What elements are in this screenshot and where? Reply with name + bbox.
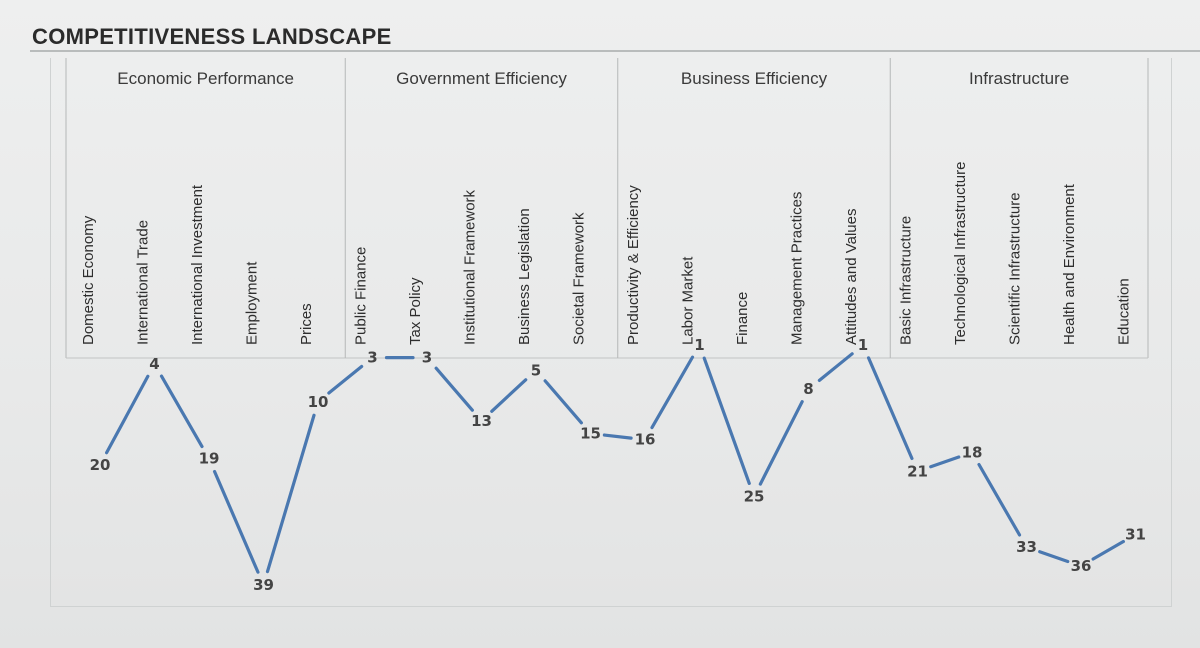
series-segment (159, 374, 204, 449)
chart-title: COMPETITIVENESS LANDSCAPE (32, 24, 392, 49)
series-segment (543, 379, 583, 425)
category-label: International Trade (135, 220, 152, 345)
category-label: Education (1116, 278, 1133, 345)
series-segment (1091, 539, 1125, 561)
data-point-label: 33 (1016, 538, 1037, 556)
series-segment (702, 356, 751, 486)
category-label: Technological Infrastructure (952, 162, 969, 345)
data-point-label: 21 (907, 462, 928, 480)
data-point-label: 36 (1071, 557, 1092, 575)
series-segment (817, 352, 854, 382)
series-segment (602, 433, 633, 440)
category-label: Finance (734, 292, 751, 345)
data-point-label: 16 (635, 431, 656, 449)
category-label: Health and Environment (1061, 183, 1078, 345)
category-label: Scientific Infrastructure (1007, 192, 1024, 345)
category-label: Productivity & Efficiency (625, 185, 642, 345)
data-point-label: 10 (308, 393, 329, 411)
category-label: Institutional Framework (462, 189, 479, 345)
category-label: International Investment (189, 184, 206, 345)
title-divider (30, 50, 1200, 52)
data-point-label: 3 (367, 349, 377, 367)
series-segment (977, 462, 1022, 537)
data-point-label: 18 (962, 443, 983, 461)
data-point-label: 1 (694, 336, 704, 354)
data-point-label: 39 (253, 576, 274, 594)
chart-frame (50, 58, 1172, 607)
group-label: Business Efficiency (681, 69, 828, 88)
data-point-label: 1 (858, 336, 868, 354)
series-segment (929, 455, 961, 469)
data-point-label: 19 (199, 450, 220, 468)
category-label: Basic Infrastructure (898, 216, 915, 345)
series-segment (1038, 550, 1070, 564)
category-label: Prices (298, 303, 315, 345)
data-point-label: 5 (531, 361, 541, 379)
data-point-label: 8 (803, 380, 813, 398)
series-segment (758, 400, 804, 486)
category-label: Employment (244, 261, 261, 345)
data-point-label: 4 (149, 355, 159, 373)
category-label: Labor Market (680, 256, 697, 345)
data-point-label: 13 (471, 412, 492, 430)
series-segment (490, 378, 528, 413)
data-point-label: 31 (1125, 525, 1146, 543)
series-segment (327, 364, 364, 395)
category-label: Public Finance (353, 247, 370, 345)
data-point-label: 3 (422, 349, 432, 367)
series-segment (105, 374, 150, 455)
series-segment (265, 413, 316, 574)
series-segment (866, 356, 914, 461)
category-label: Domestic Economy (80, 215, 97, 345)
category-label: Attitudes and Values (843, 209, 860, 345)
category-label: Business Legislation (516, 208, 533, 345)
series-segment (212, 469, 260, 574)
group-label: Government Efficiency (396, 69, 567, 88)
data-point-label: 15 (580, 424, 601, 442)
category-label: Management Practices (789, 192, 806, 345)
group-label: Economic Performance (117, 69, 294, 88)
series-segment (434, 366, 474, 412)
category-label: Tax Policy (407, 277, 424, 345)
category-label: Societal Framework (571, 212, 588, 345)
data-point-label: 25 (744, 488, 765, 506)
group-label: Infrastructure (969, 69, 1069, 88)
data-point-label: 20 (90, 456, 111, 474)
series-segment (650, 355, 695, 430)
